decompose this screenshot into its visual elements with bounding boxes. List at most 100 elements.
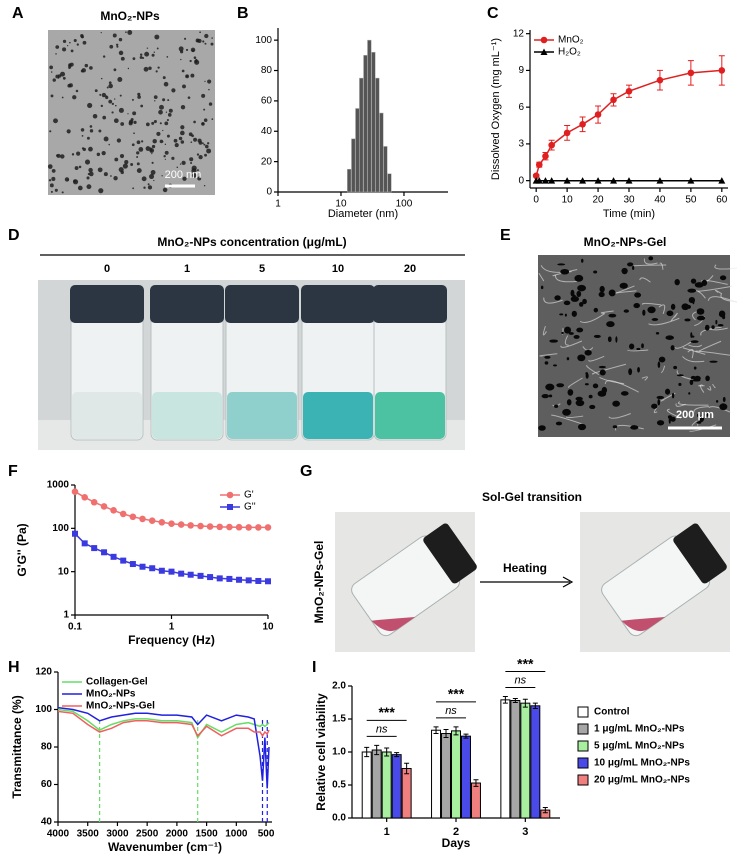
particle (132, 187, 135, 190)
panel-letter: I (312, 659, 316, 676)
marker (579, 121, 586, 128)
marker (625, 87, 633, 95)
y-tick-label: 0 (518, 175, 524, 186)
particle (75, 89, 79, 93)
particle (179, 163, 182, 165)
x-tick-label: 4000 (47, 829, 70, 840)
particle (125, 31, 127, 34)
particle (198, 155, 203, 160)
vial-cap (301, 285, 375, 323)
pore (577, 284, 586, 292)
pore (694, 282, 704, 288)
fiber (712, 383, 716, 389)
particle (196, 153, 200, 156)
particle (118, 37, 123, 42)
fiber (708, 406, 732, 414)
particle (120, 56, 125, 61)
bar (359, 77, 364, 193)
pore (656, 395, 665, 400)
particle (168, 108, 173, 113)
particle (154, 34, 160, 40)
pore (719, 275, 727, 281)
fiber (555, 274, 578, 283)
particle (87, 102, 93, 109)
particle (148, 66, 152, 70)
pore (570, 296, 580, 302)
particle (202, 40, 205, 43)
fiber (566, 415, 584, 419)
pore (658, 356, 666, 363)
particle (151, 53, 155, 57)
legend-label: 20 μg/mL MnO₂-NPs (594, 775, 690, 786)
particle (203, 185, 206, 187)
marker (101, 549, 108, 556)
particle (151, 153, 153, 155)
vial-liquid (152, 392, 222, 439)
marker (226, 491, 234, 499)
vial-liquid (621, 616, 666, 632)
vial-liquid (375, 392, 445, 439)
particle (205, 144, 209, 149)
marker (139, 563, 146, 570)
pore (544, 355, 551, 359)
pore (690, 278, 697, 284)
particle (191, 165, 197, 171)
pore (588, 394, 593, 399)
photo-title: Sol-Gel transition (482, 490, 582, 504)
x-axis-label: Frequency (Hz) (128, 633, 215, 647)
particle (102, 115, 107, 120)
y-tick-label: 2.0 (332, 681, 346, 692)
pore (553, 364, 557, 367)
particle (153, 179, 155, 182)
legend-label: MnO₂-NPs-Gel (86, 701, 155, 712)
x-tick-label: 1500 (195, 829, 218, 840)
particle (145, 122, 150, 127)
particle (171, 156, 175, 160)
bar (387, 173, 392, 193)
particle (180, 125, 185, 130)
particle (94, 89, 98, 93)
particle (193, 137, 198, 142)
photo-title: MnO₂-NPs (100, 9, 160, 23)
pore (585, 373, 589, 379)
fiber (661, 365, 666, 373)
particle (120, 170, 124, 175)
particle (163, 81, 169, 87)
marker (178, 570, 185, 577)
y-tick-label: 1.5 (332, 714, 346, 725)
panel-letter: E (500, 227, 511, 244)
particle (197, 138, 202, 143)
pore (648, 256, 654, 261)
pore (549, 339, 559, 343)
particle (101, 92, 107, 98)
pore (722, 396, 726, 403)
particle (159, 139, 164, 144)
panel-letter: G (300, 463, 312, 480)
bar (470, 782, 481, 819)
particle (80, 128, 85, 132)
error-bar (532, 702, 538, 709)
x-tick-label: 3000 (106, 829, 129, 840)
particle (52, 78, 56, 82)
pore (674, 278, 680, 286)
legend-swatch (577, 706, 589, 718)
legend-swatch (577, 723, 589, 735)
pore (584, 349, 592, 356)
particle (108, 83, 113, 89)
particle (156, 47, 159, 50)
vial-cap (373, 285, 447, 323)
vial-cap (150, 285, 224, 323)
legend-label: G'' (244, 502, 256, 513)
particle (81, 147, 85, 150)
particle (88, 146, 93, 152)
pore (656, 420, 665, 426)
pore (688, 392, 691, 395)
pore (576, 290, 582, 298)
particle (100, 104, 104, 108)
pore (628, 368, 633, 376)
pore (620, 391, 629, 396)
fiber (591, 363, 627, 375)
marker (206, 523, 214, 530)
particle (203, 108, 206, 111)
fiber (586, 364, 600, 376)
